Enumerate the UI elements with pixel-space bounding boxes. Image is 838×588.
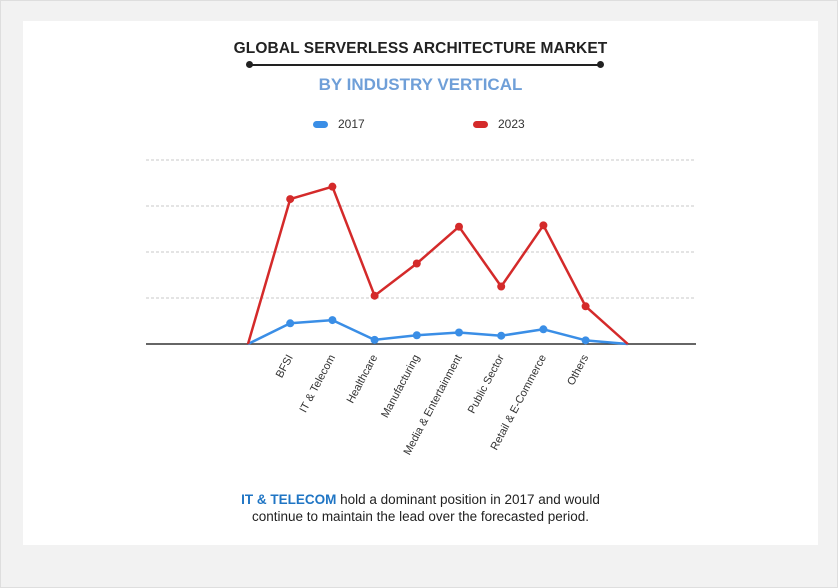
data-point-2023-8 — [581, 302, 590, 311]
legend-label-2017: 2017 — [338, 117, 365, 131]
data-point-2023-1 — [286, 195, 295, 204]
line-chart: BFSI IT & Telecom HealthcareManufacturingM… — [146, 159, 696, 457]
chart-caption: IT & TELECOM hold a dominant position in… — [23, 491, 818, 525]
chart-subtitle: BY INDUSTRY VERTICAL — [318, 75, 523, 94]
series-line-2017 — [247, 318, 628, 346]
caption-line-2: continue to maintain the lead over the f… — [252, 509, 589, 524]
legend-label-2023: 2023 — [498, 117, 525, 131]
data-point-2017-3 — [370, 335, 379, 344]
chart-title: GLOBAL SERVERLESS ARCHITECTURE MARKET — [233, 40, 608, 57]
x-tick-label-6: Public Sector — [466, 352, 507, 415]
data-point-2017-4 — [412, 331, 421, 340]
data-point-2017-8 — [581, 336, 590, 345]
legend-swatch-2017 — [313, 120, 328, 128]
data-point-2017-2 — [328, 316, 337, 325]
caption-line-1-text: hold a dominant position in 2017 and wou… — [336, 492, 600, 507]
title-underline-right-dot — [597, 61, 604, 68]
infographic-card: GLOBAL SERVERLESS ARCHITECTURE MARKET BY… — [23, 21, 818, 545]
caption-line-1: IT & TELECOM hold a dominant position in… — [23, 491, 818, 508]
series-line-2023 — [246, 185, 629, 345]
data-point-2023-7 — [539, 221, 548, 230]
title-underline — [249, 64, 601, 66]
data-point-2017-7 — [539, 325, 548, 334]
data-point-2017-5 — [455, 328, 463, 337]
data-point-2017-6 — [497, 331, 506, 340]
x-tick-label-8: Others — [565, 352, 591, 387]
data-point-2023-2 — [328, 182, 337, 191]
data-point-2023-4 — [412, 259, 421, 268]
data-point-2023-3 — [370, 291, 379, 300]
legend-swatch-2023 — [473, 120, 488, 128]
x-tick-label-1: BFSI — [274, 353, 296, 380]
data-point-2017-1 — [286, 319, 295, 328]
data-point-2023-5 — [455, 222, 463, 231]
legend-item-2023: 2023 — [473, 117, 525, 131]
x-tick-label-2: IT & Telecom — [298, 353, 339, 415]
data-point-2023-6 — [497, 282, 506, 291]
x-tick-label-3: Healthcare — [345, 353, 381, 406]
x-tick-label-4: Manufacturing — [379, 353, 422, 420]
legend-item-2017: 2017 — [313, 117, 365, 131]
title-underline-left-dot — [246, 61, 253, 68]
caption-highlight: IT & TELECOM — [241, 492, 337, 507]
